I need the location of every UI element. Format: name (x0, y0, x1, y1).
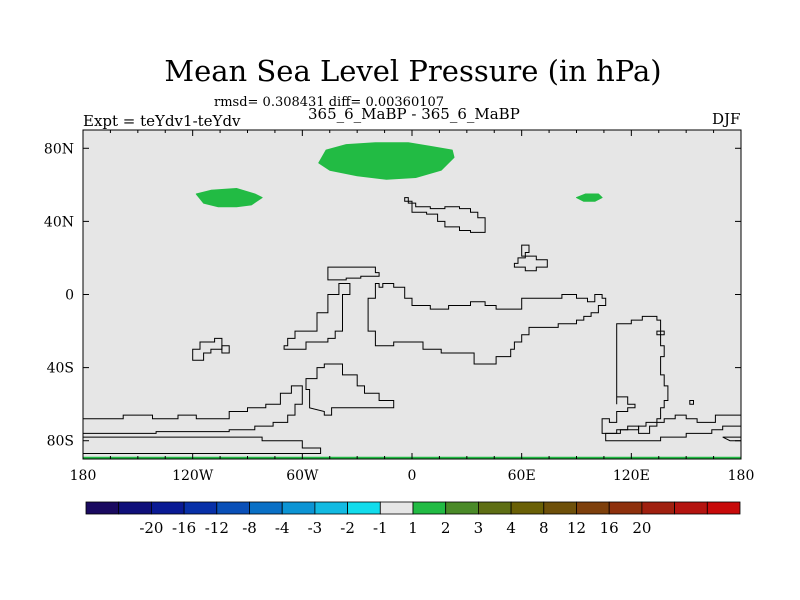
colorbar-swatch (576, 501, 610, 515)
filled-region-siberia-high (576, 193, 603, 202)
y-tick-label: 80S (47, 434, 74, 450)
colorbar-swatch (543, 501, 577, 515)
colorbar-swatch (249, 501, 283, 515)
colorbar-label: -4 (275, 519, 290, 537)
colorbar-swatch (477, 501, 512, 515)
season-label: DJF (712, 110, 741, 128)
colorbar-swatch (674, 501, 708, 515)
colorbar-swatch (510, 501, 545, 515)
colorbar-label: 16 (600, 519, 619, 537)
land-outline (221, 345, 230, 354)
colorbar-swatch (216, 501, 250, 515)
colorbar-label: -2 (340, 519, 355, 537)
colorbar-label: 3 (474, 519, 484, 537)
x-tick-label: 60W (286, 468, 319, 484)
y-tick-label: 40N (44, 214, 74, 230)
land-outline (327, 266, 380, 281)
x-tick-label: 0 (408, 468, 417, 484)
axis-ticks: 180 120W 60W 0 60E 120E 180 80N 40N 0 40S 80S (44, 130, 754, 484)
land-outline (192, 337, 223, 361)
colorbar-label: 8 (539, 519, 549, 537)
colorbar-label: -8 (242, 519, 257, 537)
x-tick-label: 120E (613, 468, 650, 484)
land-outline (367, 283, 607, 365)
land-outline (305, 363, 395, 416)
colorbar-label: 20 (632, 519, 651, 537)
colorbar-swatch (150, 501, 185, 515)
colorbar-swatch (314, 501, 348, 515)
colorbar-swatch (347, 501, 381, 515)
filled-region-north-atlantic-high (318, 142, 455, 180)
y-tick-label: 80N (44, 141, 74, 157)
land-outline (656, 330, 665, 336)
land-outline (283, 283, 351, 350)
colorbar-swatch (85, 501, 120, 515)
x-tick-label: 180 (728, 468, 755, 484)
chart-title: Mean Sea Level Pressure (in hPa) (164, 54, 662, 88)
colorbar-label: 2 (441, 519, 451, 537)
colorbar-swatch (608, 501, 643, 515)
land-outlines (82, 197, 742, 454)
filled-region-north-pacific-high (195, 188, 263, 208)
colorbar-label: -20 (139, 519, 163, 537)
colorbar-swatch (379, 501, 414, 515)
colorbar-label: -3 (308, 519, 323, 537)
colorbar-label: 12 (567, 519, 586, 537)
colorbar-swatch (445, 501, 479, 515)
colorbar-label: -16 (172, 519, 196, 537)
colorbar-swatch (412, 501, 447, 515)
land-outline (82, 385, 303, 434)
land-outline (513, 244, 548, 272)
x-tick-label: 60E (508, 468, 536, 484)
colorbar: -20 -16 -12 -8 -4 -3 -2 -1 1 2 3 4 8 12 16 20 (85, 501, 741, 537)
colorbar-swatch (281, 501, 316, 515)
experiment-label: Expt = teYdv1-teYdv (83, 112, 241, 130)
map-background (83, 130, 741, 459)
colorbar-label: 1 (408, 519, 418, 537)
x-tick-label: 180 (70, 468, 97, 484)
x-tick-label: 120W (172, 468, 214, 484)
colorbar-swatch (183, 501, 218, 515)
land-outline (82, 436, 322, 454)
stats-text: rmsd= 0.308431 diff= 0.00360107 (214, 95, 445, 110)
land-outline (689, 400, 694, 405)
colorbar-label: -12 (205, 519, 229, 537)
colorbar-swatch (641, 501, 676, 515)
land-outline (601, 315, 669, 434)
colorbar-swatch (118, 501, 152, 515)
colorbar-label: -1 (373, 519, 388, 537)
y-tick-label: 40S (47, 361, 74, 377)
y-tick-label: 0 (65, 288, 74, 304)
land-outline (404, 197, 486, 233)
colorbar-swatch (706, 501, 741, 515)
colorbar-label: 4 (506, 519, 516, 537)
runs-label: 365_6_MaBP - 365_6_MaBP (308, 105, 520, 123)
